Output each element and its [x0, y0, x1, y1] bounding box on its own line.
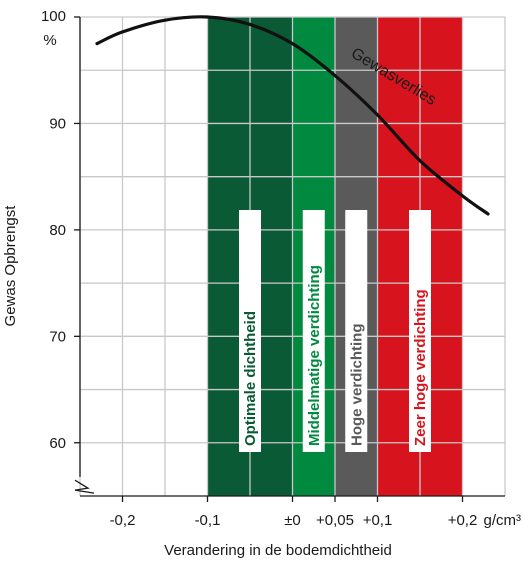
y-axis-title: Gewas Opbrengst [2, 205, 19, 327]
y-tick-label: 60 [49, 435, 66, 452]
zone-labels-layer: Optimale dichtheid Middelmatige verdichti… [239, 210, 431, 452]
zone-label-2: Middelmatige verdichting [306, 265, 323, 446]
x-unit-label: g/cm³ [484, 512, 522, 529]
x-tick-label: -0,2 [110, 512, 136, 529]
x-tick-label: +0,05 [316, 512, 354, 529]
zone-label-box-1 [239, 210, 261, 452]
axis-break-mark [74, 479, 95, 494]
x-tick-label: +0,1 [363, 512, 393, 529]
x-axis-title: Verandering in de bodemdichtheid [164, 542, 392, 559]
y-tick-label: 70 [49, 328, 66, 345]
zone-label-3: Hoge verdichting [348, 323, 365, 446]
y-tick-label: 80 [49, 222, 66, 239]
y-tick-label: 100 [41, 8, 66, 25]
zone-label-box-3 [345, 210, 368, 452]
yield-curve-line [95, 15, 490, 216]
x-tick-label: ±0 [284, 512, 301, 529]
zone-label-4: Zeer hoge verdichting [412, 289, 429, 446]
zone-label-box-4 [409, 210, 431, 452]
x-tick-label: -0,1 [195, 512, 221, 529]
y-unit-label: % [43, 32, 56, 49]
x-tick-label: +0,2 [448, 512, 478, 529]
y-tick-label: 90 [49, 115, 66, 132]
zone-label-box-2 [302, 210, 325, 452]
axes-layer: 60 70 80 90 100% -0,2 -0,1 ±0 +0,05 +0,1 +0,2 g/cm³ [41, 8, 521, 529]
zone-label-1: Optimale dichtheid [242, 311, 259, 446]
